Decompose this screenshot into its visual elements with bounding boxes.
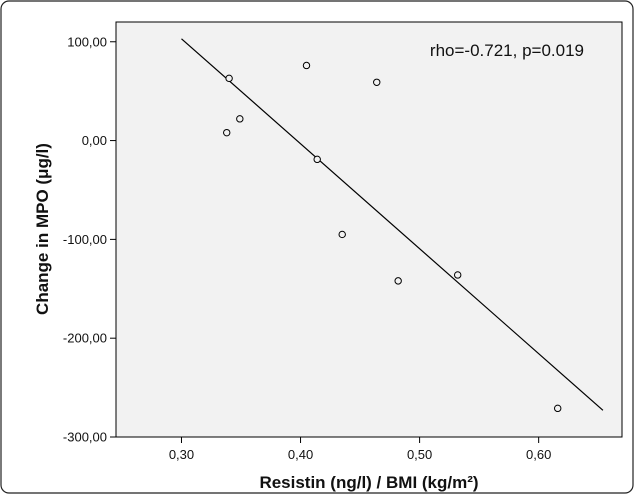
- y-axis-ticks: 100,00 0,00 -100,00 -200,00 -300,00: [63, 34, 116, 445]
- y-tick-label: 100,00: [67, 34, 107, 49]
- x-tick-label: 0,50: [407, 447, 432, 462]
- y-tick-label: -200,00: [63, 331, 107, 346]
- data-point: [338, 230, 346, 239]
- x-axis-ticks: 0,30 0,40 0,50 0,60: [169, 437, 551, 462]
- data-point: [453, 271, 462, 279]
- data-point: [236, 115, 244, 123]
- y-tick-label: -300,00: [63, 430, 107, 445]
- x-tick-label: 0,60: [526, 447, 551, 462]
- data-point: [313, 155, 321, 164]
- data-point: [554, 404, 562, 413]
- y-tick-label: 0,00: [82, 133, 107, 148]
- data-point: [373, 78, 381, 86]
- data-point: [302, 61, 311, 70]
- plot-area: [115, 21, 623, 438]
- x-tick-label: 0,40: [288, 447, 313, 462]
- data-point: [225, 74, 233, 83]
- regression-line: [181, 38, 604, 411]
- x-tick-label: 0,30: [169, 447, 194, 462]
- data-point: [223, 128, 231, 137]
- x-axis-title: Resistin (ng/l) / BMI (kg/m²): [259, 473, 478, 492]
- y-axis-title: Change in MPO (μg/l): [33, 143, 52, 315]
- y-tick-label: -100,00: [63, 232, 107, 247]
- correlation-annotation: rho=-0.721, p=0.019: [430, 41, 584, 60]
- data-points: [223, 61, 562, 413]
- data-point: [394, 277, 402, 285]
